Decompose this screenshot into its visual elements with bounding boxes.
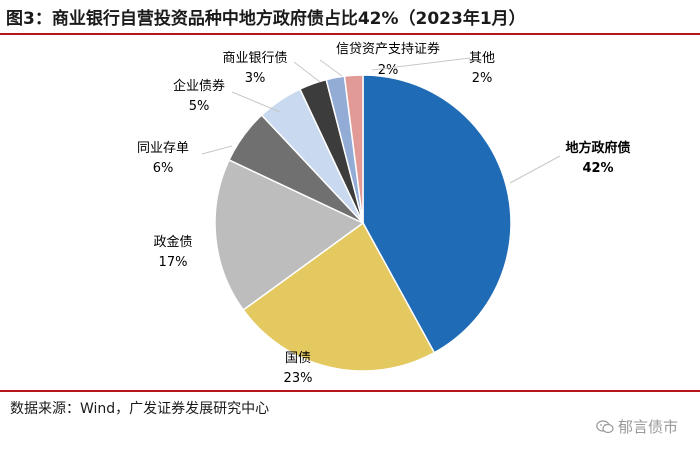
leader-line-7 xyxy=(371,57,471,71)
leader-line-6 xyxy=(319,59,343,77)
pie-chart: 地方政府债 42% 国债 23% 政金债 17% 同业存单 6% 企业债券 5% 商业银行债 3% 信贷… xyxy=(137,41,631,386)
watermark-text: 郁言债市 xyxy=(617,418,678,436)
source-note: 数据来源：Wind，广发证券发展研究中心 xyxy=(10,401,270,417)
slice-label-6: 信贷资产支持证券 xyxy=(336,41,440,57)
slice-label-7: 其他 xyxy=(469,51,495,66)
slice-value-6: 2% xyxy=(378,63,399,78)
figure-title: 图3：商业银行自营投资品种中地方政府债占比42%（2023年1月） xyxy=(6,9,526,29)
pie-slice-7 xyxy=(343,74,364,224)
slice-value-7: 2% xyxy=(472,71,493,86)
slice-value-4: 5% xyxy=(189,99,210,114)
slice-value-1: 23% xyxy=(284,371,313,386)
slice-label-5: 商业银行债 xyxy=(222,51,287,66)
footer-divider xyxy=(0,390,700,392)
wechat-icon xyxy=(596,419,614,433)
leader-line-0 xyxy=(509,155,561,184)
pie-slice-2 xyxy=(214,158,365,312)
slice-label-0: 地方政府债 xyxy=(565,140,630,156)
slice-label-4: 企业债券 xyxy=(173,78,225,94)
slice-value-2: 17% xyxy=(159,255,188,270)
leader-line-4 xyxy=(231,91,281,113)
watermark: 郁言债市 xyxy=(596,416,678,437)
slice-label-3: 同业存单 xyxy=(137,141,189,156)
slice-label-2: 政金债 xyxy=(153,234,192,250)
pie-slice-0 xyxy=(362,74,512,354)
slice-label-1: 国债 xyxy=(285,351,311,366)
leader-line-3 xyxy=(201,145,233,155)
slice-value-5: 3% xyxy=(245,71,266,86)
leader-line-5 xyxy=(293,61,321,83)
title-divider xyxy=(0,33,700,35)
slice-value-3: 6% xyxy=(153,161,174,176)
slice-value-0: 42% xyxy=(582,161,613,176)
pie-slice-1 xyxy=(242,221,436,372)
title-bar: 图3：商业银行自营投资品种中地方政府债占比42%（2023年1月） xyxy=(0,0,700,32)
